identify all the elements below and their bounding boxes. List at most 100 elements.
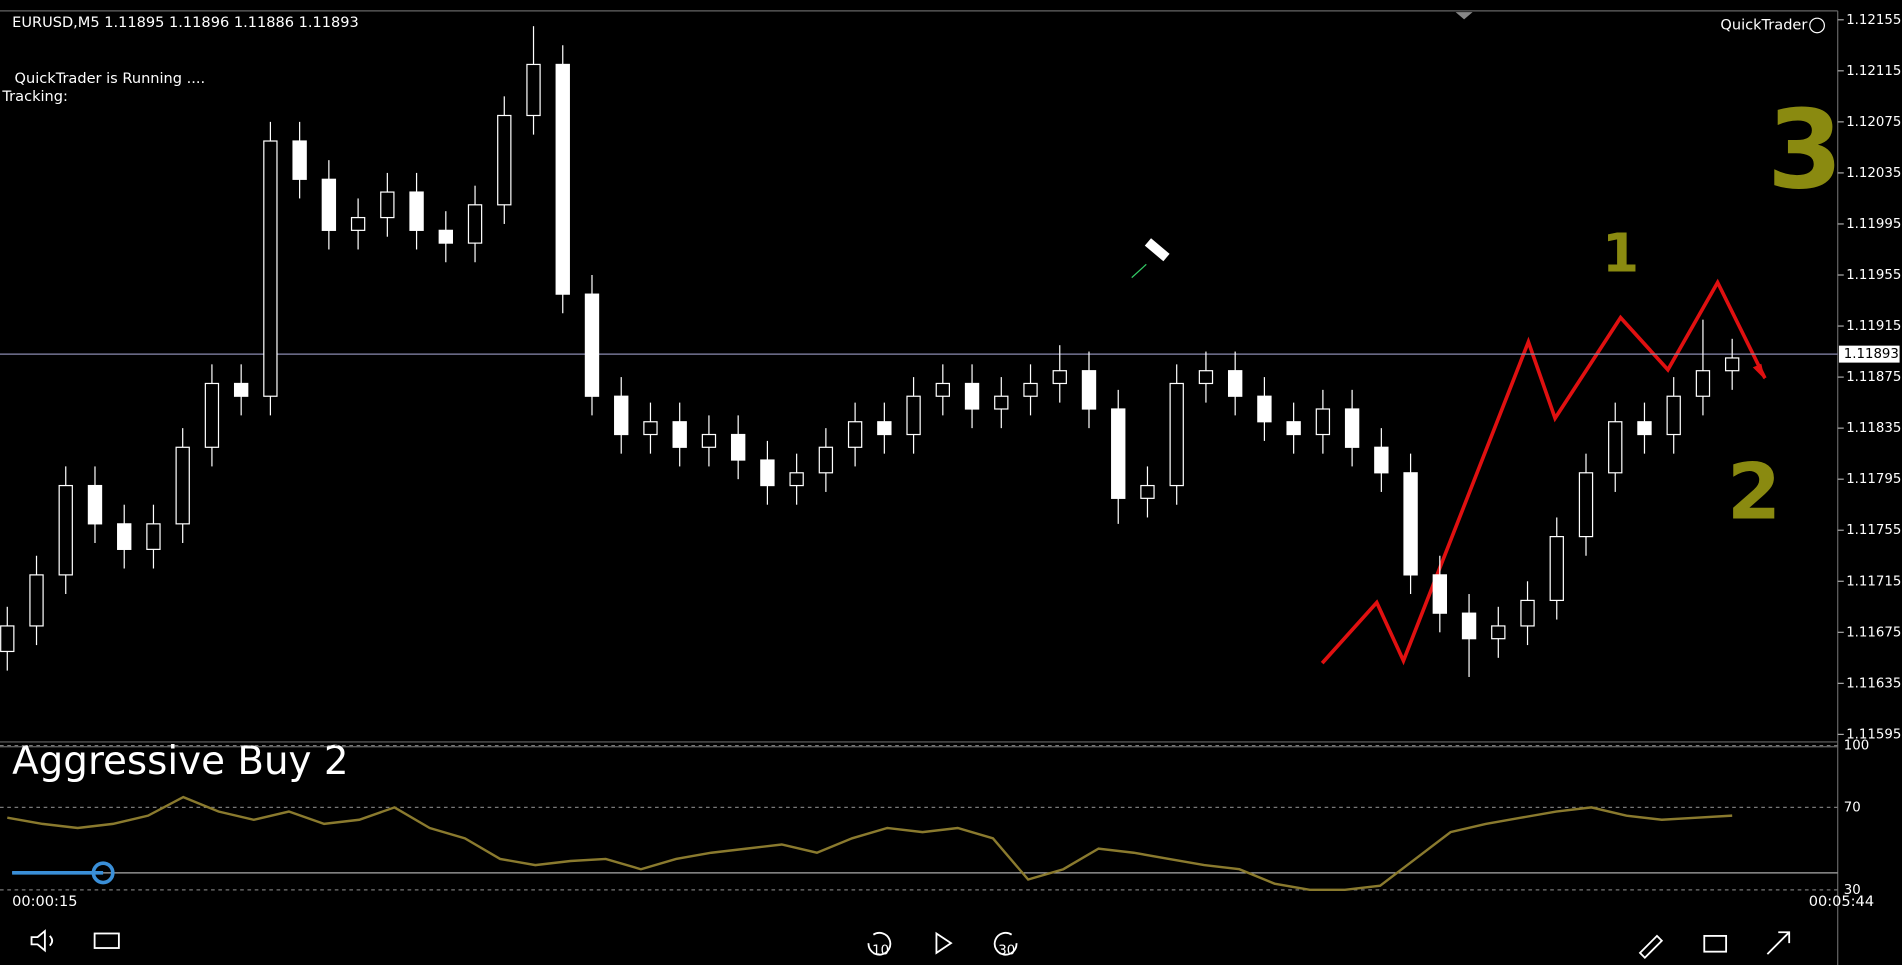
rewind-seconds: 10 (872, 943, 889, 958)
candle-body (964, 382, 980, 410)
candle-body (1374, 446, 1389, 474)
edit-button[interactable] (1638, 934, 1664, 960)
candle-body (877, 421, 892, 436)
candle-body (233, 382, 249, 397)
candle-body (117, 523, 132, 550)
symbol-line: EURUSD,M5 1.11895 1.11896 1.11886 1.1189… (12, 14, 359, 31)
candle-body (994, 395, 1009, 410)
captions-button[interactable] (93, 932, 120, 949)
candle-body (1695, 370, 1711, 397)
y-tick-label: 30 (1844, 883, 1861, 898)
candle-body (730, 433, 746, 461)
candle-body (1081, 370, 1097, 410)
pencil-cursor (1131, 238, 1170, 279)
y-tick-label: 1.11675 (1846, 625, 1901, 640)
candle-body (1052, 370, 1067, 385)
candle-body (292, 140, 307, 180)
candle-body (555, 63, 570, 295)
smiley (1809, 17, 1825, 34)
drawn-zigzag (1320, 278, 1767, 666)
arrow-head (1752, 363, 1765, 380)
candle-body (906, 395, 921, 436)
candle-body (1140, 484, 1155, 499)
y-tick-label: 1.12035 (1846, 166, 1901, 181)
candle-body (1461, 612, 1477, 640)
tracking: Tracking: (1, 88, 67, 105)
forward-button[interactable] (993, 932, 1018, 956)
candle-body (175, 446, 190, 525)
y-tick-label: 1.11795 (1846, 472, 1901, 487)
y-tick-label: 70 (1844, 800, 1861, 815)
candle-body (1344, 408, 1360, 448)
y-tick-label: 1.12115 (1846, 64, 1901, 79)
candle-body (204, 382, 220, 448)
wave-label: 2 (1727, 448, 1781, 538)
candle-body (87, 484, 103, 525)
candle-body (1549, 536, 1564, 602)
candle-body (1315, 408, 1331, 436)
candle-body (350, 216, 366, 231)
candle-body (701, 433, 717, 448)
progress-thumb[interactable] (91, 861, 115, 885)
candle-body (1578, 472, 1594, 538)
candle-body (1198, 370, 1214, 385)
candle-body (643, 421, 658, 436)
candle-body (263, 140, 278, 397)
candle-body (1491, 625, 1506, 640)
candle-body (409, 191, 424, 231)
candle-body (467, 204, 483, 244)
candle-body (1257, 395, 1272, 423)
forward-seconds: 30 (998, 943, 1015, 958)
candle-body (760, 459, 775, 487)
y-tick-label: 1.11595 (1846, 727, 1901, 742)
candle-body (1520, 599, 1535, 627)
candle-body (1724, 357, 1740, 372)
fullscreen-button[interactable] (1766, 931, 1791, 955)
candle-body (672, 421, 687, 448)
candle-body (614, 395, 629, 436)
y-tick-label: 1.11915 (1846, 319, 1901, 334)
y-tick-label: 1.11635 (1846, 676, 1901, 691)
candle-body (380, 191, 395, 219)
candle-body (1666, 395, 1681, 436)
y-tick-label: 1.11715 (1846, 574, 1901, 589)
candle-body (0, 625, 15, 653)
wave-label: 1 (1602, 222, 1639, 285)
candle-body (438, 229, 453, 244)
candle-body (1637, 421, 1652, 436)
duration: 00:05:44 (1809, 893, 1874, 910)
y-tick-label: 1.11955 (1846, 268, 1901, 283)
candle-body (1286, 421, 1301, 436)
shift-marker (1455, 12, 1473, 20)
candle-body (789, 472, 804, 487)
candle-body (497, 114, 512, 206)
status: QuickTrader is Running .... (15, 70, 206, 87)
candle-body (58, 484, 73, 576)
current-price-box (1838, 345, 1900, 363)
candle-body (321, 178, 337, 231)
y-tick-label: 1.11875 (1846, 370, 1901, 385)
candle-body (847, 421, 863, 448)
y-tick-label: 1.11995 (1846, 217, 1901, 232)
candle-body (1403, 472, 1418, 576)
y-tick-label: 1.12075 (1846, 115, 1901, 130)
volume-button[interactable] (30, 929, 54, 953)
candle-body (818, 446, 834, 474)
miniplayer-button[interactable] (1703, 934, 1728, 953)
play-button[interactable] (935, 931, 953, 955)
candle-body (1023, 382, 1038, 397)
candle-body (1432, 574, 1448, 614)
candle-body (1227, 370, 1243, 397)
candle-body (526, 63, 541, 117)
y-tick-label: 1.12155 (1846, 13, 1901, 28)
candle-body (935, 382, 951, 397)
video-title: Aggressive Buy 2 (12, 739, 348, 784)
candle-body (1111, 408, 1126, 499)
brand: QuickTrader (1720, 16, 1807, 33)
y-tick-label: 100 (1844, 739, 1869, 754)
candle-body (1169, 382, 1184, 487)
candle-body (584, 293, 600, 397)
rewind-button[interactable] (867, 932, 892, 956)
